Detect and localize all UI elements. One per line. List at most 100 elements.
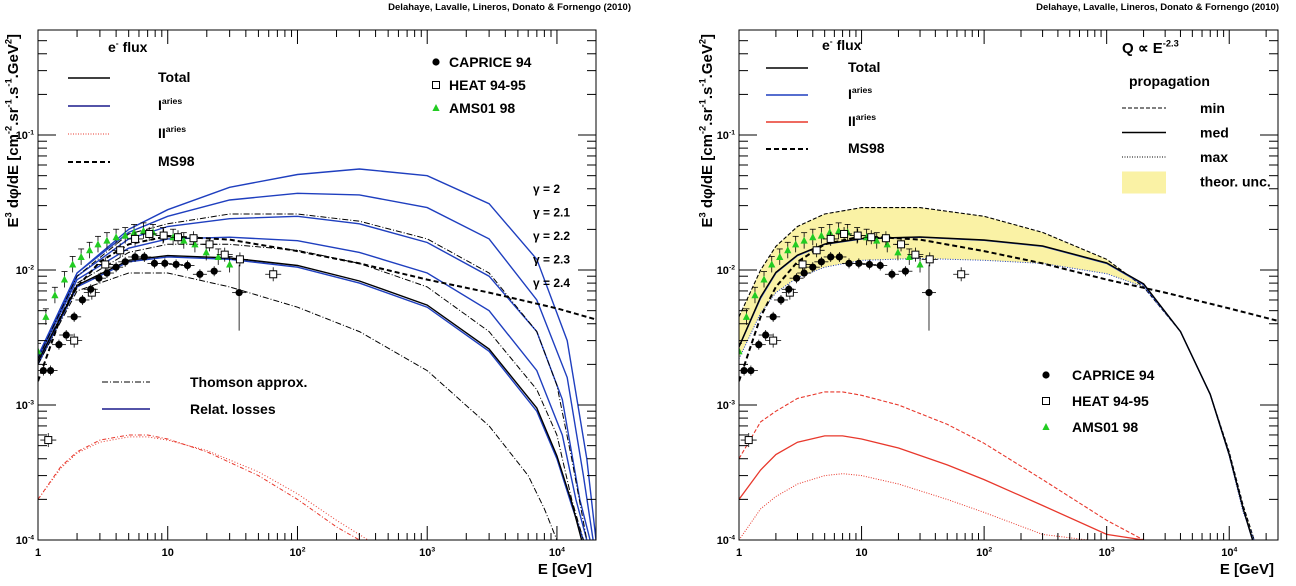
x-axis-label: E [GeV]: [1220, 561, 1274, 578]
caprice-point: [792, 274, 801, 282]
heat-point: [812, 246, 821, 255]
heat-point: [220, 250, 229, 259]
heat-point: [174, 233, 183, 242]
caprice-point: [876, 261, 884, 270]
y-axis-label-group: E3 dφ/dE [cm-2.sr-1.s-1.GeV2]: [698, 34, 716, 228]
series-line-relat-1: [38, 192, 594, 540]
caprice-point: [87, 285, 95, 293]
y-tick-label: 10-2: [717, 264, 736, 277]
ams-point: [751, 291, 759, 299]
gamma-label-3: γ = 2.3: [533, 253, 570, 267]
caprice-point: [131, 253, 139, 261]
heat-point: [798, 260, 807, 269]
ams-point: [905, 252, 913, 260]
caprice-point: [809, 263, 817, 271]
caprice-point: [95, 274, 103, 282]
ams-point: [51, 291, 59, 299]
ams-point: [69, 260, 77, 268]
heat-point: [44, 436, 53, 445]
plot-frame: [37, 29, 597, 541]
heat-point: [853, 231, 862, 240]
heat-point: [911, 250, 920, 259]
data-legend-marker-ams: [1042, 423, 1050, 430]
ams-point: [883, 240, 891, 248]
gamma-label-0: γ = 2: [533, 182, 560, 196]
y-tick-label: 10-2: [16, 264, 35, 277]
data-legend-label-2: AMS01 98: [1072, 419, 1138, 435]
series-line-sec-med-6: [739, 435, 1146, 540]
legend-title: e- flux: [108, 38, 148, 55]
heat-point: [769, 336, 778, 345]
y-tick-label: 10-1: [717, 129, 736, 142]
series-line-thomson-6: [38, 213, 588, 540]
heat-point: [235, 255, 244, 264]
caprice-point: [150, 259, 159, 267]
credit-text: Delahaye, Lavalle, Lineros, Donato & For…: [1036, 2, 1279, 13]
x-tick-label: 1: [736, 547, 742, 559]
caprice-point: [835, 253, 844, 261]
caprice-point: [855, 259, 863, 267]
heat-point: [840, 229, 849, 238]
series-line-secondary-dash-11: [38, 434, 360, 540]
series-line-med-blue-2: [739, 236, 1254, 540]
caprice-point: [112, 263, 120, 271]
caprice-point: [121, 258, 129, 266]
ams-point: [38, 347, 42, 355]
caprice-point: [103, 269, 111, 277]
caprice-point: [888, 270, 896, 278]
x-tick-label: 10: [162, 547, 174, 559]
x-axis-label: E [GeV]: [538, 561, 592, 578]
caprice-point: [70, 313, 78, 321]
caprice-point: [39, 366, 47, 375]
data-legend-marker-ams: [432, 104, 440, 111]
y-axis-label: E3 dφ/dE [cm-2.sr-1.s-1.GeV2]: [698, 34, 716, 228]
caprice-point: [925, 289, 933, 297]
series-line-thomson-8: [38, 272, 558, 540]
gamma-label-2: γ = 2.2: [533, 229, 570, 243]
legend-label-3: MS98: [158, 153, 195, 169]
ams-point: [77, 252, 85, 260]
series-line-med-3: [739, 236, 1254, 540]
legend-label-1: Iaries: [158, 96, 182, 113]
heat-point: [159, 231, 168, 240]
ams-point: [894, 248, 902, 256]
gamma-label-1: γ = 2.1: [533, 206, 570, 220]
data-legend-marker-caprice: [1042, 371, 1050, 379]
data-legend-marker-caprice: [432, 58, 440, 66]
heat-point: [116, 246, 125, 255]
caprice-point: [865, 260, 874, 269]
ams-point: [42, 312, 50, 320]
ams-point: [180, 236, 188, 244]
data-legend-marker-heat: [432, 81, 440, 89]
x-tick-label: 103: [419, 546, 435, 559]
y-axis-label: E3 dφ/dE [cm-2.sr-1.s-1.GeV2]: [4, 34, 22, 228]
caprice-point: [62, 331, 70, 339]
source-spectrum-label: Q ∝ E-2.3: [1122, 39, 1179, 57]
heat-point: [826, 234, 835, 243]
caprice-point: [140, 253, 148, 261]
caprice-point: [55, 341, 63, 349]
legend-label-0: Total: [158, 69, 190, 85]
y-tick-label: 10-4: [717, 534, 736, 547]
heat-point: [101, 260, 110, 269]
x-tick-label: 104: [1221, 546, 1237, 559]
x-tick-label: 102: [289, 546, 305, 559]
ams-point: [873, 236, 881, 244]
propagation-legend-band: [1122, 171, 1166, 194]
series-line-max-1: [739, 257, 1255, 540]
ams-point: [94, 240, 102, 248]
caprice-point: [845, 259, 853, 267]
caprice-point: [172, 260, 180, 269]
ams-point: [784, 246, 792, 254]
series-line-ms98-9: [38, 235, 596, 382]
ams-point: [742, 312, 751, 320]
ams-point: [809, 233, 817, 241]
ams-point: [800, 236, 808, 244]
right-chart-svg: Delahaye, Lavalle, Lineros, Donato & For…: [698, 2, 1279, 578]
caprice-point: [769, 313, 777, 321]
plot-area: [739, 207, 1278, 540]
propagation-label-1: med: [1200, 125, 1229, 141]
ams-point: [776, 252, 784, 260]
heat-point: [867, 233, 876, 242]
ams-point: [916, 260, 924, 268]
